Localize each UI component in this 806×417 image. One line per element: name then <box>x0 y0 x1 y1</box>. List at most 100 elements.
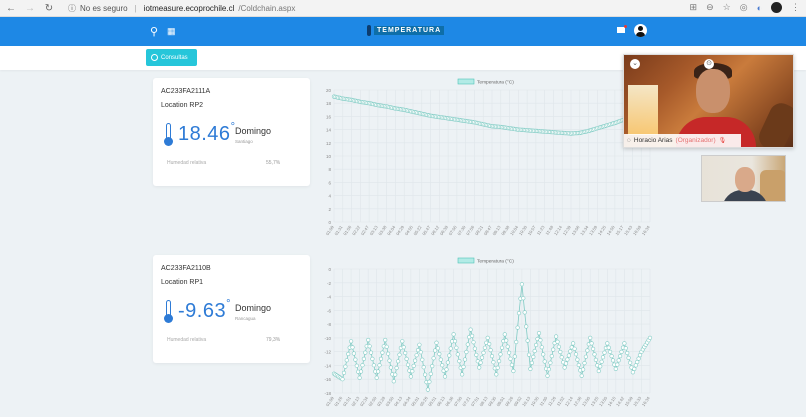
video-main-participant[interactable]: ⌄ ⊙ ◌ Horacio Arias (Organizador) 🎙 <box>623 54 794 148</box>
svg-text:07:51: 07:51 <box>470 395 480 407</box>
video-background <box>735 167 755 192</box>
svg-text:11:00: 11:00 <box>538 395 548 407</box>
svg-text:10:13: 10:13 <box>521 395 531 407</box>
svg-text:02:50: 02:50 <box>367 395 377 407</box>
grid-icon[interactable]: ▦ <box>167 26 176 36</box>
humidity-value: 79,3% <box>266 337 281 343</box>
svg-text:05:47: 05:47 <box>421 224 431 236</box>
sensor-card: AC233FA2111A Location RP2 18.46° Domingo… <box>153 78 310 186</box>
svg-text:13:00: 13:00 <box>581 395 591 407</box>
svg-text:6: 6 <box>328 180 331 185</box>
info-icon[interactable]: ⓘ <box>68 3 76 13</box>
svg-text:07:05: 07:05 <box>448 224 458 236</box>
svg-text:05:51: 05:51 <box>427 395 437 407</box>
svg-text:04:13: 04:13 <box>393 395 403 407</box>
svg-text:15:43: 15:43 <box>623 224 633 236</box>
forward-icon[interactable]: → <box>25 2 35 14</box>
url-path: /Coldchain.aspx <box>238 3 296 13</box>
svg-text:08:13: 08:13 <box>478 395 488 407</box>
svg-text:05:26: 05:26 <box>419 395 429 407</box>
svg-text:10:30: 10:30 <box>518 224 528 236</box>
chevron-down-icon[interactable]: ⌄ <box>630 59 640 69</box>
sensor-location: Location RP1 <box>161 279 204 286</box>
svg-text:02:22: 02:22 <box>351 224 361 236</box>
svg-text:03:50: 03:50 <box>384 395 394 407</box>
svg-text:06:12: 06:12 <box>430 224 440 236</box>
svg-text:20: 20 <box>326 88 332 93</box>
svg-text:-14: -14 <box>324 363 331 368</box>
svg-text:09:38: 09:38 <box>500 224 510 236</box>
svg-text:Temperatura (°C): Temperatura (°C) <box>477 80 514 86</box>
svg-text:09:13: 09:13 <box>491 224 501 236</box>
temperature-chart-rp2[interactable]: 0 2 4 6 8 10 12 14 16 18 20 01:09 01:31 01:56 02:22 02:… <box>318 76 658 246</box>
svg-text:11:52: 11:52 <box>555 395 565 407</box>
translate-icon[interactable]: ⊞ <box>689 2 698 12</box>
thermometer-icon <box>164 300 173 324</box>
svg-text:04:55: 04:55 <box>404 224 414 236</box>
svg-text:0: 0 <box>328 220 331 225</box>
star-icon[interactable]: ☆ <box>722 2 731 12</box>
svg-text:11:23: 11:23 <box>536 224 546 236</box>
svg-text:16:34: 16:34 <box>641 395 651 407</box>
svg-text:-4: -4 <box>327 295 331 300</box>
reload-icon[interactable]: ↻ <box>44 2 54 14</box>
day-label: Domingo <box>235 303 272 313</box>
svg-text:06:36: 06:36 <box>444 395 454 407</box>
menu-icon[interactable]: ⋮ <box>791 2 800 12</box>
participant-name-bar: ◌ Horacio Arias (Organizador) 🎙 <box>624 134 741 147</box>
svg-text:07:00: 07:00 <box>453 395 463 407</box>
participant-role: (Organizador) <box>675 137 716 144</box>
temperature-number: -9.63 <box>178 300 227 322</box>
svg-text:13:06: 13:06 <box>570 224 580 236</box>
pin-icon[interactable]: ⊙ <box>704 59 714 69</box>
address-bar[interactable]: ⓘ No es seguro | iotmeasure.ecoprochile.… <box>68 3 295 14</box>
extension-icon-2[interactable]: ◐ <box>756 2 762 13</box>
svg-text:10:35: 10:35 <box>530 395 540 407</box>
svg-text:Temperatura (°C): Temperatura (°C) <box>477 259 514 265</box>
profile-avatar[interactable] <box>771 2 782 13</box>
svg-text:8: 8 <box>328 167 331 172</box>
svg-text:02:13: 02:13 <box>350 395 360 407</box>
sensor-id: AC233FA2111A <box>161 88 211 95</box>
svg-text:15:17: 15:17 <box>614 224 624 236</box>
svg-text:13:25: 13:25 <box>589 395 599 407</box>
logo-text: TEMPERATURA <box>374 26 445 35</box>
video-self-view[interactable] <box>701 155 786 202</box>
zoom-icon[interactable]: ⊖ <box>706 2 714 12</box>
app-logo[interactable]: TEMPERATURA <box>367 25 445 36</box>
svg-text:01:51: 01:51 <box>342 395 352 407</box>
svg-text:03:28: 03:28 <box>376 395 386 407</box>
svg-text:15:09: 15:09 <box>624 395 634 407</box>
consultas-button[interactable]: Consultas <box>146 49 197 66</box>
participant-name: Horacio Arias <box>633 137 673 144</box>
svg-text:05:01: 05:01 <box>410 395 420 407</box>
extension-icon[interactable]: ◎ <box>739 2 748 12</box>
svg-text:-12: -12 <box>324 350 331 355</box>
svg-text:14: 14 <box>326 128 332 133</box>
svg-text:13:34: 13:34 <box>579 224 589 236</box>
video-background <box>628 85 658 135</box>
humidity-label: Humedad relativa <box>167 160 207 166</box>
consultas-label: Consultas <box>161 54 188 61</box>
svg-text:02:34: 02:34 <box>359 395 369 407</box>
pin-small-icon: ◌ <box>627 137 631 144</box>
svg-text:14:42: 14:42 <box>615 395 625 407</box>
search-icon[interactable]: ⚲ <box>150 26 159 38</box>
svg-text:10: 10 <box>326 154 332 159</box>
svg-text:-2: -2 <box>327 281 331 286</box>
security-label: No es seguro <box>80 3 128 13</box>
url-host: iotmeasure.ecoprochile.cl <box>143 3 235 13</box>
svg-text:-16: -16 <box>324 377 331 382</box>
back-icon[interactable]: ← <box>6 2 16 14</box>
city-label: Rancagua <box>235 316 256 321</box>
svg-text:-10: -10 <box>324 336 331 341</box>
svg-text:13:59: 13:59 <box>588 224 598 236</box>
flag-icon[interactable] <box>617 25 627 33</box>
svg-text:12: 12 <box>326 141 332 146</box>
svg-text:01:09: 01:09 <box>325 395 335 407</box>
svg-text:18: 18 <box>326 101 332 106</box>
svg-text:14:25: 14:25 <box>597 224 607 236</box>
temperature-chart-rp1[interactable]: 0 -2 -4 -6 -8 -10 -12 -14 -16 -18 01:09 01:26 01:51 0… <box>318 255 658 417</box>
user-avatar-icon[interactable] <box>634 24 647 37</box>
svg-text:-6: -6 <box>327 308 331 313</box>
